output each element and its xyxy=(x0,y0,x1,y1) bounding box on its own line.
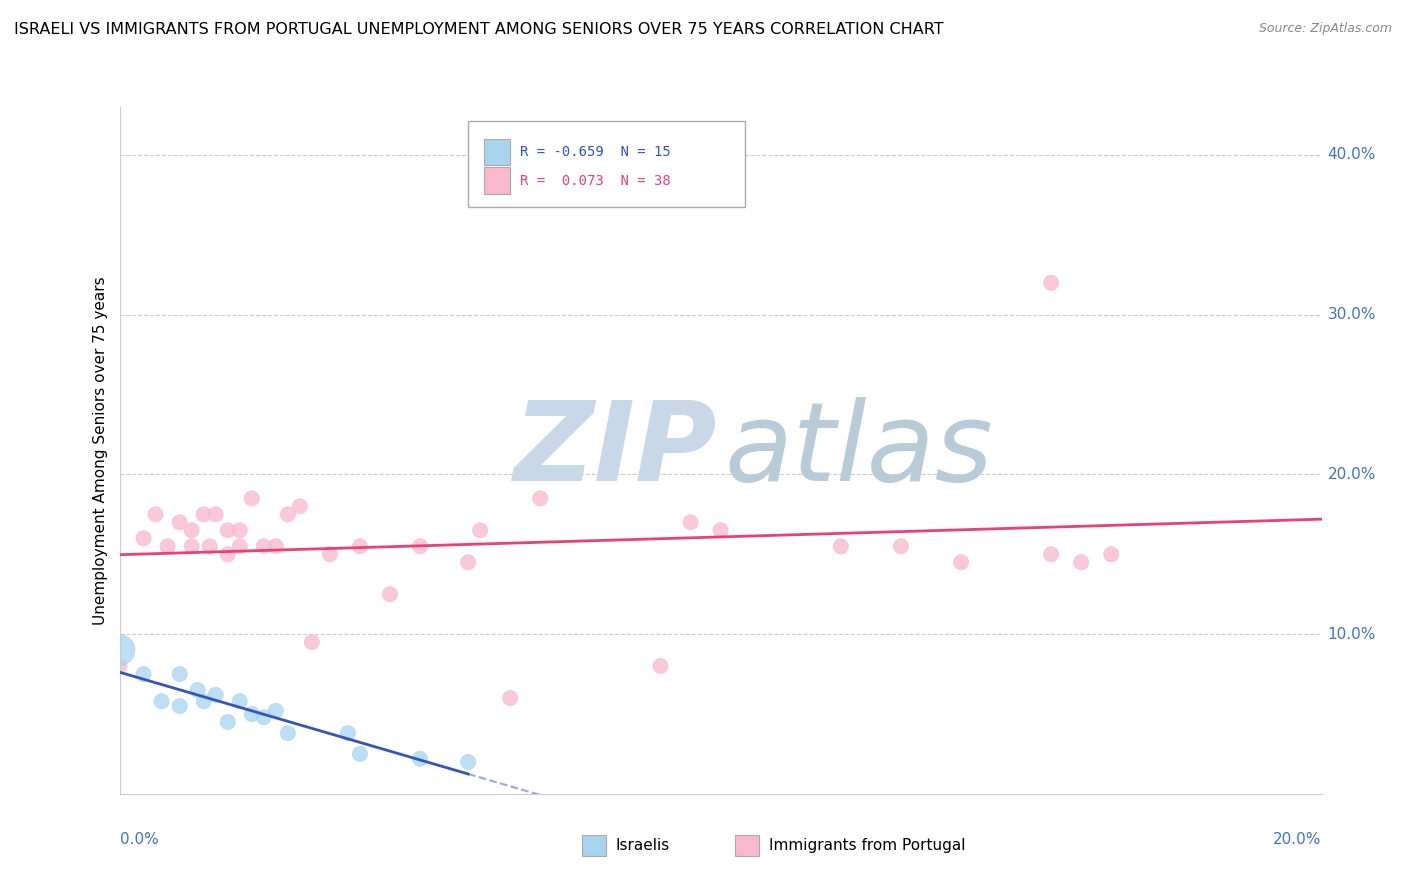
Text: 0.0%: 0.0% xyxy=(120,831,159,847)
Point xyxy=(198,539,221,553)
Text: 10.0%: 10.0% xyxy=(1327,627,1376,641)
Text: Israelis: Israelis xyxy=(616,838,671,853)
Point xyxy=(264,704,287,718)
Point xyxy=(288,500,311,514)
Point xyxy=(1070,555,1092,569)
Point xyxy=(468,524,492,538)
Point xyxy=(890,539,912,553)
Point xyxy=(457,755,479,769)
Point xyxy=(228,694,252,708)
Point xyxy=(217,547,239,561)
Point xyxy=(145,508,167,522)
Point xyxy=(108,659,131,673)
Text: ZIP: ZIP xyxy=(513,397,717,504)
Text: 20.0%: 20.0% xyxy=(1327,467,1376,482)
Point xyxy=(1040,276,1063,290)
Text: atlas: atlas xyxy=(724,397,993,504)
Point xyxy=(108,643,131,657)
Point xyxy=(499,691,522,706)
Point xyxy=(132,531,155,545)
Point xyxy=(156,539,179,553)
Point xyxy=(217,524,239,538)
Point xyxy=(193,508,215,522)
Point xyxy=(709,524,731,538)
Text: Source: ZipAtlas.com: Source: ZipAtlas.com xyxy=(1258,22,1392,36)
Point xyxy=(240,491,263,506)
Point xyxy=(349,747,371,761)
Point xyxy=(193,694,215,708)
Point xyxy=(679,516,702,530)
Point xyxy=(409,539,432,553)
Point xyxy=(336,726,359,740)
Point xyxy=(950,555,973,569)
Point xyxy=(169,667,191,681)
Point xyxy=(217,714,239,729)
Point xyxy=(277,508,299,522)
Point xyxy=(132,667,155,681)
Point xyxy=(277,726,299,740)
Text: R = -0.659  N = 15: R = -0.659 N = 15 xyxy=(520,145,671,159)
Bar xyxy=(484,138,510,165)
Bar xyxy=(582,835,606,855)
Point xyxy=(228,524,252,538)
Text: 30.0%: 30.0% xyxy=(1327,307,1376,322)
Point xyxy=(253,539,276,553)
Point xyxy=(150,694,173,708)
Point xyxy=(1040,547,1063,561)
Point xyxy=(301,635,323,649)
Point xyxy=(319,547,342,561)
Point xyxy=(180,539,202,553)
Point xyxy=(830,539,852,553)
Bar xyxy=(484,168,510,194)
Point xyxy=(264,539,287,553)
FancyBboxPatch shape xyxy=(468,120,745,207)
Point xyxy=(457,555,479,569)
Point xyxy=(187,683,209,698)
Point xyxy=(378,587,401,601)
Point xyxy=(1099,547,1122,561)
Point xyxy=(349,539,371,553)
Point xyxy=(169,699,191,714)
Point xyxy=(228,539,252,553)
Text: 40.0%: 40.0% xyxy=(1327,147,1376,162)
Text: 20.0%: 20.0% xyxy=(1274,831,1322,847)
Bar xyxy=(735,835,759,855)
Point xyxy=(204,508,226,522)
Y-axis label: Unemployment Among Seniors over 75 years: Unemployment Among Seniors over 75 years xyxy=(93,277,108,624)
Point xyxy=(240,706,263,721)
Text: R =  0.073  N = 38: R = 0.073 N = 38 xyxy=(520,174,671,187)
Point xyxy=(180,524,202,538)
Text: ISRAELI VS IMMIGRANTS FROM PORTUGAL UNEMPLOYMENT AMONG SENIORS OVER 75 YEARS COR: ISRAELI VS IMMIGRANTS FROM PORTUGAL UNEM… xyxy=(14,22,943,37)
Point xyxy=(650,659,672,673)
Point xyxy=(204,688,226,702)
Point xyxy=(409,752,432,766)
Text: Immigrants from Portugal: Immigrants from Portugal xyxy=(769,838,965,853)
Point xyxy=(169,516,191,530)
Point xyxy=(253,710,276,724)
Point xyxy=(529,491,551,506)
